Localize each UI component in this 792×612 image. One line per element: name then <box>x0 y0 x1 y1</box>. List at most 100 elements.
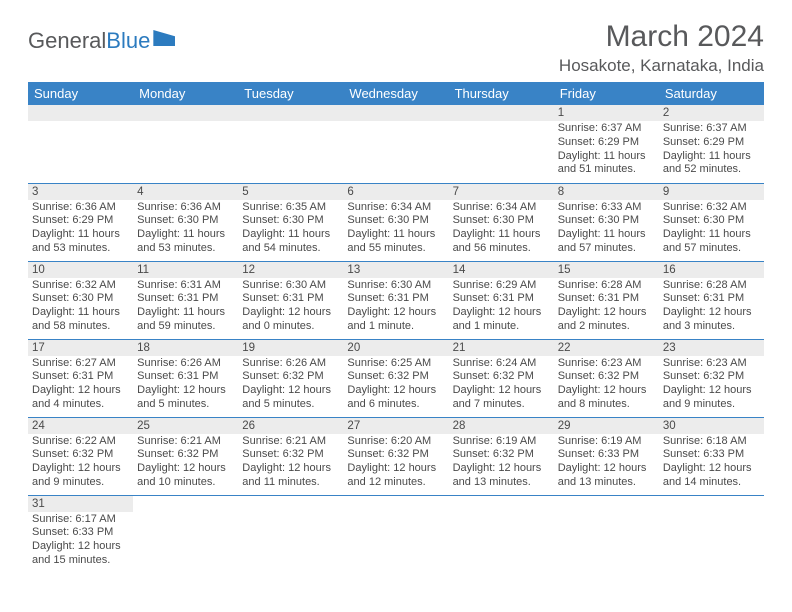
day-number: 25 <box>133 418 238 434</box>
day-number-empty <box>449 105 554 121</box>
day-header: Thursday <box>449 82 554 105</box>
day-number-empty <box>238 105 343 121</box>
location: Hosakote, Karnataka, India <box>559 56 764 76</box>
calendar-cell: 22Sunrise: 6:23 AMSunset: 6:32 PMDayligh… <box>554 339 659 417</box>
calendar-cell <box>28 105 133 183</box>
day-number: 18 <box>133 340 238 356</box>
calendar-cell: 19Sunrise: 6:26 AMSunset: 6:32 PMDayligh… <box>238 339 343 417</box>
day-detail: Sunrise: 6:26 AMSunset: 6:32 PMDaylight:… <box>238 356 343 415</box>
day-number: 9 <box>659 184 764 200</box>
day-number: 7 <box>449 184 554 200</box>
calendar-cell <box>343 105 448 183</box>
day-detail: Sunrise: 6:36 AMSunset: 6:29 PMDaylight:… <box>28 200 133 259</box>
day-number: 30 <box>659 418 764 434</box>
day-detail: Sunrise: 6:34 AMSunset: 6:30 PMDaylight:… <box>343 200 448 259</box>
day-detail: Sunrise: 6:28 AMSunset: 6:31 PMDaylight:… <box>554 278 659 337</box>
day-number: 12 <box>238 262 343 278</box>
day-detail: Sunrise: 6:36 AMSunset: 6:30 PMDaylight:… <box>133 200 238 259</box>
calendar-cell: 6Sunrise: 6:34 AMSunset: 6:30 PMDaylight… <box>343 183 448 261</box>
calendar-week: 10Sunrise: 6:32 AMSunset: 6:30 PMDayligh… <box>28 261 764 339</box>
calendar-cell: 17Sunrise: 6:27 AMSunset: 6:31 PMDayligh… <box>28 339 133 417</box>
day-header: Saturday <box>659 82 764 105</box>
day-detail: Sunrise: 6:32 AMSunset: 6:30 PMDaylight:… <box>28 278 133 337</box>
logo: GeneralBlue <box>28 20 175 54</box>
day-number: 17 <box>28 340 133 356</box>
calendar-cell <box>554 495 659 573</box>
calendar-cell: 18Sunrise: 6:26 AMSunset: 6:31 PMDayligh… <box>133 339 238 417</box>
day-number: 15 <box>554 262 659 278</box>
header: GeneralBlue March 2024 Hosakote, Karnata… <box>28 20 764 76</box>
day-number: 4 <box>133 184 238 200</box>
day-detail: Sunrise: 6:28 AMSunset: 6:31 PMDaylight:… <box>659 278 764 337</box>
day-header: Sunday <box>28 82 133 105</box>
flag-icon <box>153 30 175 46</box>
calendar-cell: 26Sunrise: 6:21 AMSunset: 6:32 PMDayligh… <box>238 417 343 495</box>
calendar-cell <box>449 495 554 573</box>
calendar-cell <box>238 495 343 573</box>
title-block: March 2024 Hosakote, Karnataka, India <box>559 20 764 76</box>
calendar-cell: 27Sunrise: 6:20 AMSunset: 6:32 PMDayligh… <box>343 417 448 495</box>
day-number: 31 <box>28 496 133 512</box>
day-number: 21 <box>449 340 554 356</box>
calendar-week: 17Sunrise: 6:27 AMSunset: 6:31 PMDayligh… <box>28 339 764 417</box>
day-number: 26 <box>238 418 343 434</box>
day-detail: Sunrise: 6:22 AMSunset: 6:32 PMDaylight:… <box>28 434 133 493</box>
calendar-cell: 12Sunrise: 6:30 AMSunset: 6:31 PMDayligh… <box>238 261 343 339</box>
day-number: 10 <box>28 262 133 278</box>
day-detail: Sunrise: 6:29 AMSunset: 6:31 PMDaylight:… <box>449 278 554 337</box>
calendar-cell <box>343 495 448 573</box>
calendar-cell: 4Sunrise: 6:36 AMSunset: 6:30 PMDaylight… <box>133 183 238 261</box>
logo-text-general: General <box>28 28 106 54</box>
calendar-week: 31Sunrise: 6:17 AMSunset: 6:33 PMDayligh… <box>28 495 764 573</box>
calendar-cell: 2Sunrise: 6:37 AMSunset: 6:29 PMDaylight… <box>659 105 764 183</box>
day-detail: Sunrise: 6:34 AMSunset: 6:30 PMDaylight:… <box>449 200 554 259</box>
calendar-week: 1Sunrise: 6:37 AMSunset: 6:29 PMDaylight… <box>28 105 764 183</box>
day-header: Wednesday <box>343 82 448 105</box>
day-detail: Sunrise: 6:18 AMSunset: 6:33 PMDaylight:… <box>659 434 764 493</box>
calendar-cell <box>659 495 764 573</box>
day-number: 29 <box>554 418 659 434</box>
day-number: 20 <box>343 340 448 356</box>
calendar-cell: 11Sunrise: 6:31 AMSunset: 6:31 PMDayligh… <box>133 261 238 339</box>
calendar-week: 24Sunrise: 6:22 AMSunset: 6:32 PMDayligh… <box>28 417 764 495</box>
day-number: 23 <box>659 340 764 356</box>
logo-text-blue: Blue <box>106 28 150 54</box>
day-detail: Sunrise: 6:21 AMSunset: 6:32 PMDaylight:… <box>133 434 238 493</box>
day-number-empty <box>28 105 133 121</box>
calendar-cell: 13Sunrise: 6:30 AMSunset: 6:31 PMDayligh… <box>343 261 448 339</box>
calendar-cell: 9Sunrise: 6:32 AMSunset: 6:30 PMDaylight… <box>659 183 764 261</box>
day-number: 5 <box>238 184 343 200</box>
calendar-cell: 8Sunrise: 6:33 AMSunset: 6:30 PMDaylight… <box>554 183 659 261</box>
day-detail: Sunrise: 6:33 AMSunset: 6:30 PMDaylight:… <box>554 200 659 259</box>
day-number: 6 <box>343 184 448 200</box>
day-detail: Sunrise: 6:30 AMSunset: 6:31 PMDaylight:… <box>238 278 343 337</box>
calendar-head: SundayMondayTuesdayWednesdayThursdayFrid… <box>28 82 764 105</box>
calendar-cell: 5Sunrise: 6:35 AMSunset: 6:30 PMDaylight… <box>238 183 343 261</box>
day-detail: Sunrise: 6:17 AMSunset: 6:33 PMDaylight:… <box>28 512 133 571</box>
day-number: 3 <box>28 184 133 200</box>
calendar-cell <box>133 105 238 183</box>
calendar-cell <box>449 105 554 183</box>
day-detail: Sunrise: 6:21 AMSunset: 6:32 PMDaylight:… <box>238 434 343 493</box>
calendar-cell: 14Sunrise: 6:29 AMSunset: 6:31 PMDayligh… <box>449 261 554 339</box>
day-number: 28 <box>449 418 554 434</box>
day-number: 2 <box>659 105 764 121</box>
calendar-cell: 21Sunrise: 6:24 AMSunset: 6:32 PMDayligh… <box>449 339 554 417</box>
day-number: 8 <box>554 184 659 200</box>
day-detail: Sunrise: 6:24 AMSunset: 6:32 PMDaylight:… <box>449 356 554 415</box>
calendar-cell: 30Sunrise: 6:18 AMSunset: 6:33 PMDayligh… <box>659 417 764 495</box>
day-number-empty <box>343 105 448 121</box>
day-number: 19 <box>238 340 343 356</box>
day-number: 22 <box>554 340 659 356</box>
day-detail: Sunrise: 6:23 AMSunset: 6:32 PMDaylight:… <box>659 356 764 415</box>
day-detail: Sunrise: 6:19 AMSunset: 6:32 PMDaylight:… <box>449 434 554 493</box>
day-number: 27 <box>343 418 448 434</box>
calendar-cell: 7Sunrise: 6:34 AMSunset: 6:30 PMDaylight… <box>449 183 554 261</box>
calendar-cell: 1Sunrise: 6:37 AMSunset: 6:29 PMDaylight… <box>554 105 659 183</box>
day-header: Tuesday <box>238 82 343 105</box>
month-title: March 2024 <box>559 20 764 54</box>
calendar-cell: 10Sunrise: 6:32 AMSunset: 6:30 PMDayligh… <box>28 261 133 339</box>
day-number: 24 <box>28 418 133 434</box>
day-detail: Sunrise: 6:37 AMSunset: 6:29 PMDaylight:… <box>659 121 764 180</box>
day-detail: Sunrise: 6:25 AMSunset: 6:32 PMDaylight:… <box>343 356 448 415</box>
